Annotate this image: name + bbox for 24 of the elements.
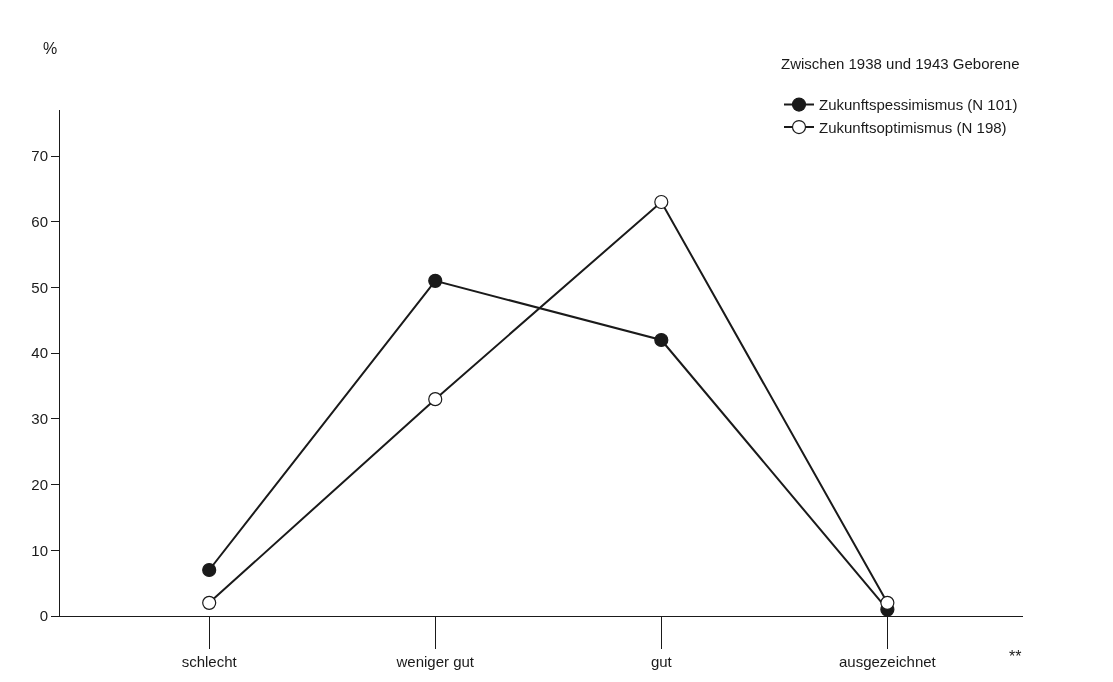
- y-tick-label: 50: [31, 278, 48, 296]
- y-axis-title: %: [43, 40, 58, 57]
- legend-label: Zukunftspessimismus (N 101): [819, 96, 1018, 114]
- x-tick-label: schlecht: [181, 653, 238, 670]
- y-tick-label: 70: [31, 147, 48, 165]
- x-tick-label: ausgezeichnet: [838, 653, 937, 670]
- point: [202, 562, 217, 578]
- point: [428, 392, 443, 407]
- legend-title: Zwischen 1938 und 1943 Geborene: [781, 54, 1020, 72]
- x-tick-label: weniger gut: [395, 653, 475, 670]
- point: [428, 273, 443, 288]
- y-tick-label: 60: [31, 212, 48, 230]
- y-tick-label: 10: [31, 541, 48, 559]
- point: [202, 595, 217, 610]
- point: [654, 194, 669, 210]
- legend-label: Zukunftsoptimismus (N 198): [819, 118, 1007, 136]
- text: **: [1009, 648, 1022, 665]
- point: [880, 595, 895, 610]
- y-tick-label: 30: [31, 410, 48, 428]
- y-tick-label: 20: [31, 475, 48, 493]
- y-tick-label: 0: [39, 607, 48, 625]
- x-tick-label: gut: [650, 653, 673, 670]
- y-tick-label: 40: [31, 344, 48, 362]
- point: [654, 332, 669, 348]
